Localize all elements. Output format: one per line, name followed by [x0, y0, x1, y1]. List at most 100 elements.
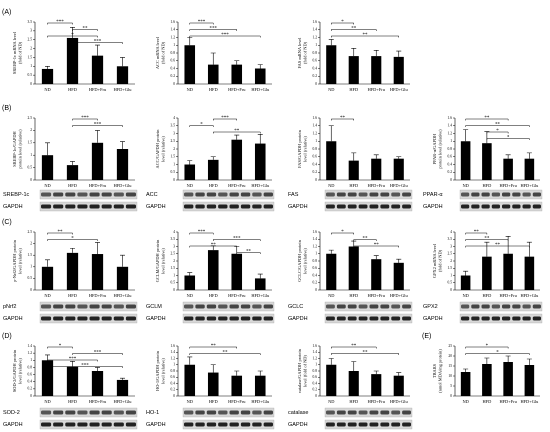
- error-bar: [373, 49, 379, 57]
- y-tick-label: 0.4: [313, 66, 318, 70]
- y-tick-label: 0.6: [313, 59, 318, 63]
- blot-band: [240, 316, 251, 321]
- chart: 0 0.2 0.4 0.6 0.8 1 1.2 1.4 1.6 PPAR-α/GAPDH prote…: [423, 116, 543, 212]
- significance-bracket: [189, 125, 214, 127]
- significance-label: ***: [94, 39, 102, 44]
- blot-band: [481, 304, 490, 309]
- blot-band: [206, 192, 217, 197]
- y-tick-label: 0: [315, 394, 317, 398]
- x-tick-label: ND: [462, 183, 468, 188]
- blot-band: [522, 192, 531, 197]
- blot-band: [113, 410, 124, 415]
- significance-label: *: [496, 129, 499, 134]
- blot-strip: [182, 189, 275, 200]
- y-tick-label: 4: [173, 230, 175, 234]
- y-axis-label: level (relative): [303, 248, 308, 274]
- blot-band: [512, 204, 521, 209]
- blot-band: [101, 422, 112, 427]
- error-bar: [484, 241, 490, 257]
- blot-band: [347, 410, 357, 415]
- error-bar: [463, 129, 469, 142]
- blot-band: [347, 304, 357, 309]
- blot-strip: [324, 419, 413, 430]
- x-tick-label: ND: [462, 293, 468, 298]
- blot-band: [481, 192, 490, 197]
- significance-label: *: [71, 33, 74, 38]
- blot-band: [240, 192, 251, 197]
- error-bar: [463, 368, 469, 372]
- y-tick-label: 10: [448, 374, 452, 378]
- bar: [326, 364, 337, 396]
- blot-band: [113, 316, 124, 321]
- panel-label: (A): [2, 9, 11, 16]
- y-tick-label: 1.5: [171, 266, 176, 270]
- y-tick-label: 1.4: [313, 124, 318, 128]
- blot-label: GAPDH: [288, 204, 308, 210]
- blot-band: [326, 316, 335, 321]
- blot-band: [336, 304, 346, 309]
- significance-bracket: [47, 35, 98, 38]
- blot-band: [41, 422, 52, 427]
- blot-band: [184, 422, 194, 427]
- bar: [503, 158, 513, 180]
- error-bar: [210, 156, 216, 160]
- y-tick-label: 0.2: [448, 170, 453, 174]
- bar: [254, 68, 266, 84]
- x-tick-label: ND: [44, 87, 50, 92]
- blot-band: [522, 204, 531, 209]
- blot-band: [101, 304, 112, 309]
- y-tick-label: 1.6: [313, 344, 318, 348]
- significance-label: *: [59, 344, 62, 349]
- bar: [41, 360, 54, 396]
- blot-label: HO-1: [146, 410, 159, 416]
- blot-band: [125, 192, 136, 197]
- significance-bracket: [331, 353, 399, 355]
- blot-label: GPX2: [423, 304, 438, 310]
- significance-bracket: [465, 245, 530, 248]
- blot-band: [184, 204, 194, 209]
- significance-bracket: [213, 118, 237, 121]
- y-tick-label: 0.2: [313, 74, 318, 78]
- x-tick-label: HFD: [209, 293, 218, 298]
- x-tick-label: HFD+Glu: [390, 293, 409, 298]
- blot-band: [369, 204, 379, 209]
- x-tick-label: ND: [187, 399, 193, 404]
- y-tick-label: 0: [30, 288, 32, 292]
- blot-strip: [39, 419, 138, 430]
- x-tick-label: HFD+Fru: [499, 183, 517, 188]
- blot-band: [240, 304, 251, 309]
- blot-band: [65, 304, 76, 309]
- bar: [231, 253, 243, 290]
- panel-label: (C): [2, 219, 12, 226]
- blot-band: [402, 304, 411, 309]
- error-bar: [351, 48, 357, 57]
- y-tick-label: 1.5: [28, 253, 33, 257]
- significance-label: ***: [221, 116, 229, 121]
- blot-band: [380, 192, 390, 197]
- blot-band: [326, 304, 335, 309]
- blot-band: [240, 410, 251, 415]
- blot-strip: [39, 301, 138, 312]
- significance-bracket: [465, 232, 488, 235]
- blot-band: [101, 204, 112, 209]
- x-tick-label: HFD: [482, 293, 491, 298]
- x-tick-label: HFD: [68, 399, 77, 404]
- blot-band: [491, 304, 500, 309]
- bar: [91, 254, 104, 290]
- x-tick-label: HFD+Glu: [390, 87, 409, 92]
- blot-band: [206, 304, 217, 309]
- blot-band: [471, 204, 480, 209]
- error-bar: [351, 152, 357, 161]
- y-tick-label: 3.5: [448, 237, 453, 241]
- blot-band: [113, 192, 124, 197]
- y-tick-label: 2: [173, 259, 175, 263]
- blot-band: [89, 304, 100, 309]
- x-tick-label: HFD+Fru: [89, 87, 107, 92]
- y-tick-label: 1.2: [313, 35, 318, 39]
- bar: [66, 165, 79, 180]
- y-tick-label: 1.4: [313, 350, 318, 354]
- blot-band: [195, 410, 205, 415]
- error-bar: [45, 142, 50, 156]
- bar: [393, 56, 404, 84]
- y-tick-label: 1: [450, 273, 452, 277]
